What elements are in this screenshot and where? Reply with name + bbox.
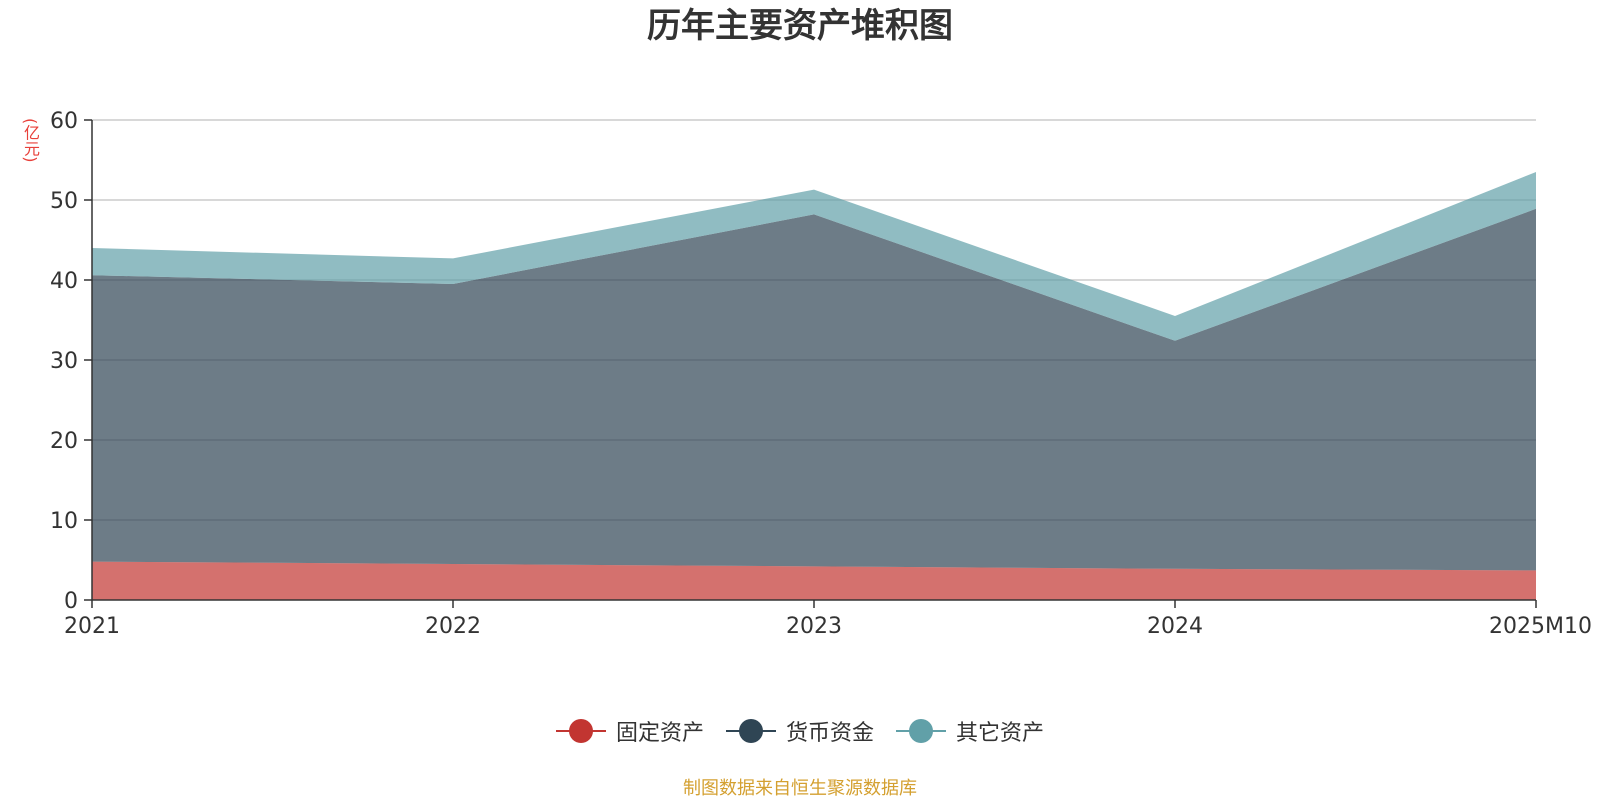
- y-tick-label: 10: [50, 509, 78, 534]
- legend-item-fixed-assets[interactable]: 固定资产: [555, 715, 704, 747]
- y-tick-label: 40: [50, 269, 78, 294]
- y-tick-label: 0: [64, 589, 78, 614]
- legend-label: 货币资金: [785, 721, 874, 746]
- axes: 0 10 20 30 40 50 60 2021 2022 2023 2024 2025M10: [50, 109, 1592, 639]
- legend-dot: [909, 719, 933, 743]
- legend-dot: [738, 719, 763, 743]
- y-axis-unit-label: (亿元): [21, 118, 40, 163]
- legend-item-other-assets[interactable]: 其它资产: [896, 715, 1044, 747]
- y-tick-label: 60: [50, 109, 78, 134]
- legend-swatch-icon: [725, 718, 776, 744]
- legend: 固定资产 货币资金 其它资产: [0, 715, 1600, 747]
- legend-swatch-icon: [555, 718, 606, 744]
- area-series-0: [92, 561, 1536, 600]
- area-series: [92, 172, 1536, 600]
- y-tick-label: 50: [50, 189, 78, 214]
- x-tick-label: 2025M10: [1489, 614, 1592, 639]
- x-tick-label: 2023: [786, 614, 842, 639]
- x-tick-label: 2024: [1147, 614, 1203, 639]
- legend-dot: [568, 719, 593, 743]
- area-series-2: [92, 172, 1536, 341]
- x-tick-label: 2022: [425, 614, 481, 639]
- legend-label: 固定资产: [615, 721, 704, 746]
- y-tick-label: 30: [50, 349, 78, 374]
- legend-item-cash[interactable]: 货币资金: [725, 715, 874, 747]
- x-tick-label: 2021: [64, 614, 120, 639]
- chart-title: 历年主要资产堆积图: [647, 6, 953, 46]
- area-series-1: [92, 208, 1536, 571]
- data-source-note: 制图数据来自恒生聚源数据库: [683, 778, 917, 799]
- legend-swatch-icon: [896, 718, 946, 744]
- y-tick-label: 20: [50, 429, 78, 454]
- legend-label: 其它资产: [956, 721, 1045, 746]
